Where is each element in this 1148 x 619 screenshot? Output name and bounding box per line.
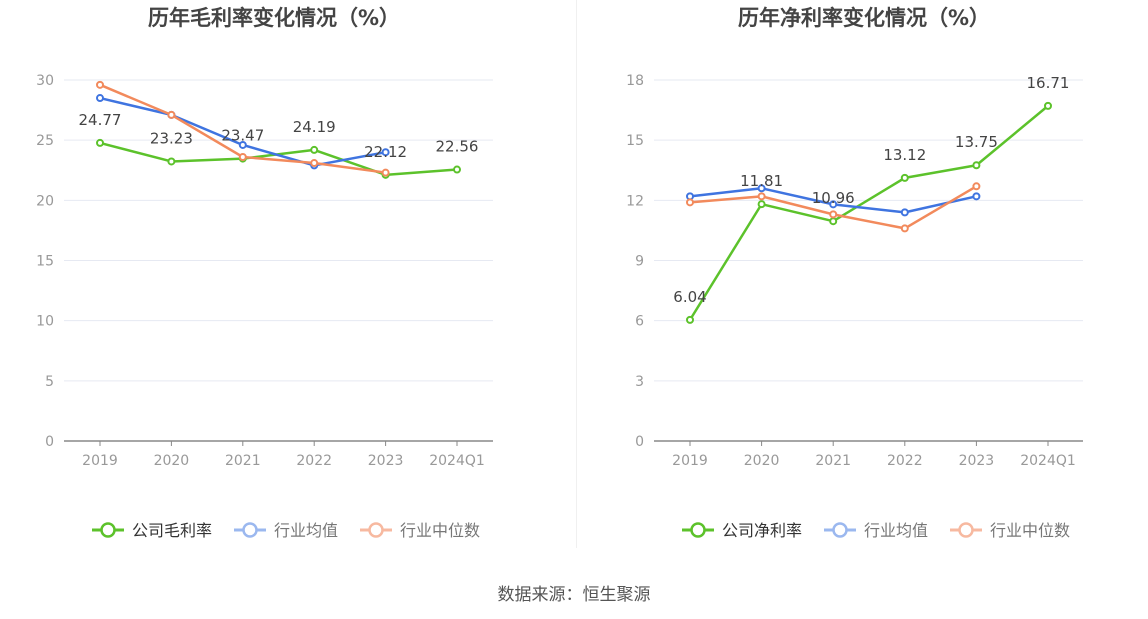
data-point[interactable] (167, 110, 176, 119)
data-point[interactable] (900, 173, 909, 182)
y-tick-label: 25 (36, 133, 54, 149)
legend-label[interactable]: 公司净利率 (722, 521, 802, 540)
x-tick-label: 2021 (815, 453, 851, 469)
chart-title: 历年净利率变化情况（%） (738, 6, 990, 30)
data-label: 13.12 (883, 146, 926, 164)
y-tick-label: 5 (45, 374, 54, 390)
data-label: 24.19 (293, 118, 336, 136)
legend-swatch-marker[interactable] (368, 522, 384, 538)
data-label: 6.04 (673, 288, 706, 306)
data-point[interactable] (1044, 101, 1052, 110)
data-point[interactable] (900, 208, 909, 217)
data-label: 11.81 (740, 172, 783, 190)
y-tick-label: 9 (635, 254, 644, 270)
legend-swatch-marker[interactable] (100, 522, 116, 538)
y-tick-label: 3 (635, 374, 644, 390)
legend-label[interactable]: 行业均值 (274, 521, 338, 540)
series-line (688, 104, 1049, 321)
data-label: 23.47 (221, 127, 264, 145)
x-tick-label: 2023 (959, 453, 995, 469)
y-tick-label: 18 (626, 73, 644, 89)
data-point[interactable] (96, 138, 104, 147)
x-tick-label: 2019 (82, 453, 118, 469)
x-tick-label: 2023 (368, 453, 404, 469)
data-point[interactable] (381, 168, 390, 177)
x-tick-label: 2020 (744, 453, 780, 469)
y-tick-label: 12 (626, 193, 644, 209)
data-point[interactable] (829, 210, 838, 219)
chart-title: 历年毛利率变化情况（%） (148, 6, 400, 30)
data-point[interactable] (96, 80, 104, 89)
legend-swatch-marker[interactable] (242, 522, 258, 538)
data-label: 16.71 (1027, 74, 1070, 92)
x-tick-label: 2019 (672, 453, 708, 469)
legend-label[interactable]: 行业中位数 (400, 521, 480, 540)
x-tick-label: 2024Q1 (429, 453, 485, 469)
data-point[interactable] (757, 184, 766, 193)
data-point[interactable] (757, 200, 766, 209)
legend-swatch-marker[interactable] (690, 522, 706, 538)
data-label: 22.56 (436, 138, 479, 156)
y-tick-label: 15 (626, 133, 644, 149)
data-point[interactable] (238, 140, 247, 149)
x-tick-label: 2022 (296, 453, 332, 469)
legend-swatch-marker[interactable] (832, 522, 848, 538)
data-point[interactable] (972, 192, 981, 201)
legend-swatch-marker[interactable] (958, 522, 974, 538)
y-tick-label: 0 (635, 434, 644, 450)
x-tick-label: 2020 (154, 453, 190, 469)
y-tick-label: 20 (36, 193, 54, 209)
legend-label[interactable]: 行业中位数 (990, 521, 1070, 540)
y-tick-label: 0 (45, 434, 54, 450)
x-tick-label: 2021 (225, 453, 261, 469)
y-tick-label: 30 (36, 73, 54, 89)
data-point[interactable] (167, 157, 176, 166)
x-tick-label: 2024Q1 (1020, 453, 1076, 469)
data-point[interactable] (686, 198, 694, 207)
data-point[interactable] (96, 94, 104, 103)
legend-label[interactable]: 行业均值 (864, 521, 928, 540)
data-point[interactable] (829, 200, 838, 209)
data-label: 13.75 (955, 133, 998, 151)
data-point[interactable] (310, 145, 319, 154)
legend-label[interactable]: 公司毛利率 (132, 521, 212, 540)
data-label: 23.23 (150, 129, 193, 147)
data-point[interactable] (686, 315, 694, 324)
data-point[interactable] (972, 182, 981, 191)
data-source-text: 数据来源：恒生聚源 (497, 585, 651, 605)
panel-divider (576, 0, 577, 548)
y-tick-label: 15 (36, 254, 54, 270)
data-label: 10.96 (812, 189, 855, 207)
data-point[interactable] (310, 159, 319, 168)
data-label: 24.77 (79, 111, 122, 129)
data-point[interactable] (381, 148, 390, 157)
data-point[interactable] (900, 224, 909, 233)
data-point[interactable] (453, 165, 461, 174)
data-point[interactable] (829, 217, 838, 226)
data-point[interactable] (972, 161, 981, 170)
data-point[interactable] (757, 192, 766, 201)
x-tick-label: 2022 (887, 453, 923, 469)
data-label: 22.12 (364, 143, 407, 161)
y-tick-label: 6 (635, 314, 644, 330)
y-tick-label: 10 (36, 314, 54, 330)
data-point[interactable] (238, 153, 247, 162)
